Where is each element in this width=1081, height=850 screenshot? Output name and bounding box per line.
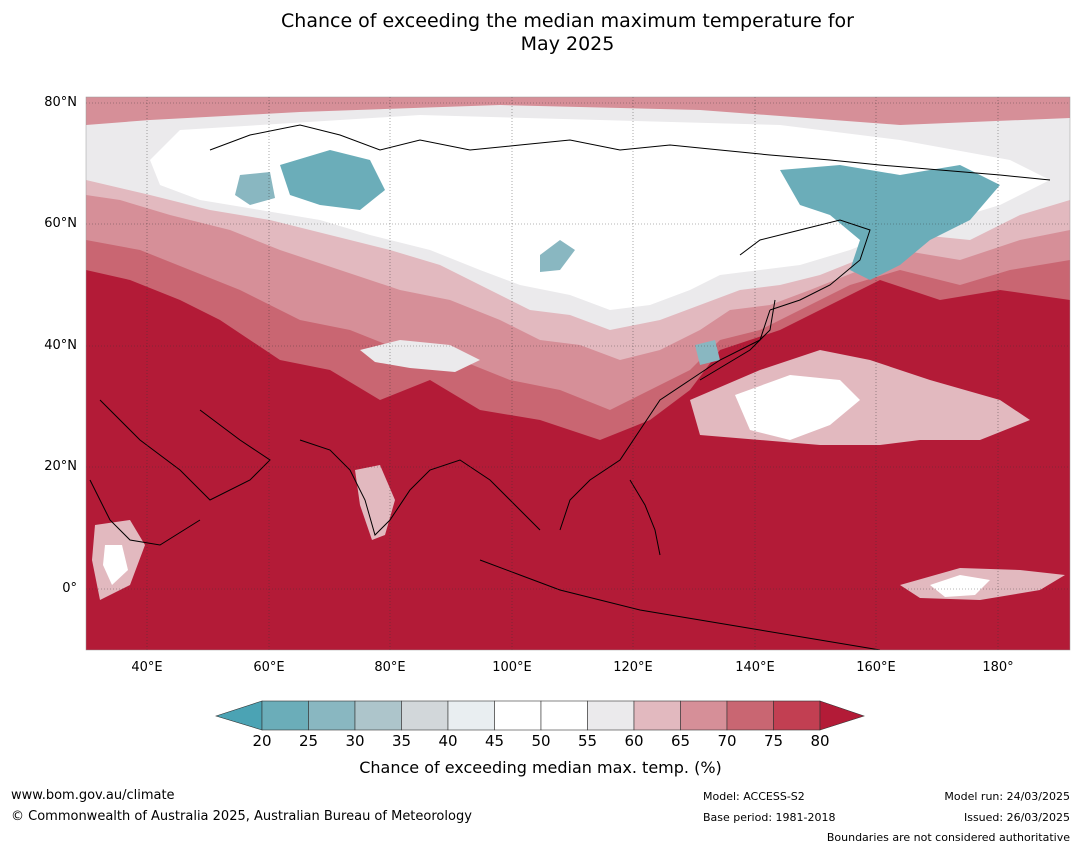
coastline-okhotsk: [739, 219, 871, 311]
colorbar-segment-60-65: [633, 700, 681, 731]
coastline-africa-horn: [89, 479, 201, 546]
lon-label-120e: 120°E: [613, 660, 653, 675]
colorbar-tick-55: 55: [577, 732, 598, 750]
coastline-maritime-se-asia: [479, 559, 881, 650]
colorbar-tick-20: 20: [252, 732, 272, 750]
colorbar-label: Chance of exceeding median max. temp. (%…: [359, 758, 722, 777]
map-frame: [85, 96, 1071, 651]
colorbar-tick-40: 40: [438, 732, 458, 750]
base-period-info: Base period: 1981-2018: [703, 811, 836, 824]
colorbar-segment-45-50: [494, 700, 542, 731]
lon-label-60e: 60°E: [253, 660, 285, 675]
gridlines: [86, 97, 1070, 650]
colorbar-segment-25-30: [308, 700, 356, 731]
colorbar-lower-extend: [215, 700, 263, 731]
model-info: Model: ACCESS-S2: [703, 790, 805, 803]
coastline-east-asia: [559, 309, 771, 531]
coastline-indian-subcontinent: [299, 439, 541, 536]
map-title: Chance of exceeding the median maximum t…: [0, 10, 1081, 56]
colorbar-tick-70: 70: [717, 732, 737, 750]
colorbar-segment-50-55: [540, 700, 588, 731]
colorbar: [215, 700, 865, 731]
issued-info: Issued: 26/03/2025: [963, 811, 1070, 824]
lon-label-180: 180°: [982, 660, 1014, 675]
colorbar-tick-65: 65: [670, 732, 691, 750]
colorbar-segment-35-40: [401, 700, 449, 731]
contour-pacific-patch-4: [930, 575, 990, 597]
colorbar-tick-50: 50: [531, 732, 551, 750]
colorbar-tick-25: 25: [298, 732, 319, 750]
contour-below-40-west-siberia: [280, 150, 385, 210]
lat-label-60n: 60°N: [44, 216, 77, 231]
map-title-line1: Chance of exceeding the median maximum t…: [281, 10, 854, 32]
lon-label-80e: 80°E: [374, 660, 406, 675]
contour-below-40-ural: [235, 172, 275, 205]
contour-pacific-patch-2: [735, 375, 860, 440]
lat-label-80n: 80°N: [44, 95, 77, 110]
lon-label-40e: 40°E: [131, 660, 163, 675]
colorbar-tick-35: 35: [391, 732, 412, 750]
coastline-philippines: [629, 479, 661, 556]
map-title-line2: May 2025: [520, 33, 615, 55]
website-link[interactable]: www.bom.gov.au/climate: [11, 788, 175, 803]
contour-band-50: [150, 115, 1050, 310]
colorbar-tick-45: 45: [484, 732, 505, 750]
colorbar-segment-70-75: [726, 700, 774, 731]
lat-label-0: 0°: [62, 581, 77, 596]
colorbar-segment-20-25: [261, 700, 309, 731]
model-run-info: Model run: 24/03/2025: [944, 790, 1070, 803]
contour-east-africa-white: [103, 545, 128, 585]
colorbar-segment-55-60: [587, 700, 635, 731]
lon-label-160e: 160°E: [856, 660, 896, 675]
copyright-text: © Commonwealth of Australia 2025, Austra…: [11, 809, 472, 824]
colorbar-segment-40-45: [447, 700, 495, 731]
colorbar-segment-30-35: [354, 700, 402, 731]
colorbar-tick-30: 30: [345, 732, 365, 750]
contour-below-40-east-siberia: [780, 165, 1000, 280]
coastline-layer: [89, 124, 1051, 650]
colorbar-segment-65-70: [680, 700, 728, 731]
coastline-arctic: [209, 124, 1051, 181]
contour-south-india: [355, 465, 395, 540]
map-fill-layer: [86, 97, 1070, 650]
contour-arctic-band: [86, 97, 1070, 125]
boundary-disclaimer: Boundaries are not considered authoritat…: [826, 831, 1070, 844]
colorbar-tick-80: 80: [810, 732, 830, 750]
lon-label-140e: 140°E: [735, 660, 775, 675]
lat-label-20n: 20°N: [44, 459, 77, 474]
colorbar-tick-60: 60: [624, 732, 644, 750]
coastline-japan: [699, 299, 776, 381]
coastline-arabia: [99, 399, 271, 501]
colorbar-upper-extend: [819, 700, 865, 731]
colorbar-tick-75: 75: [763, 732, 784, 750]
lat-label-40n: 40°N: [44, 338, 77, 353]
colorbar-segment-75-80: [773, 700, 821, 731]
lon-label-100e: 100°E: [492, 660, 532, 675]
contour-below-40-baikal: [540, 240, 575, 272]
